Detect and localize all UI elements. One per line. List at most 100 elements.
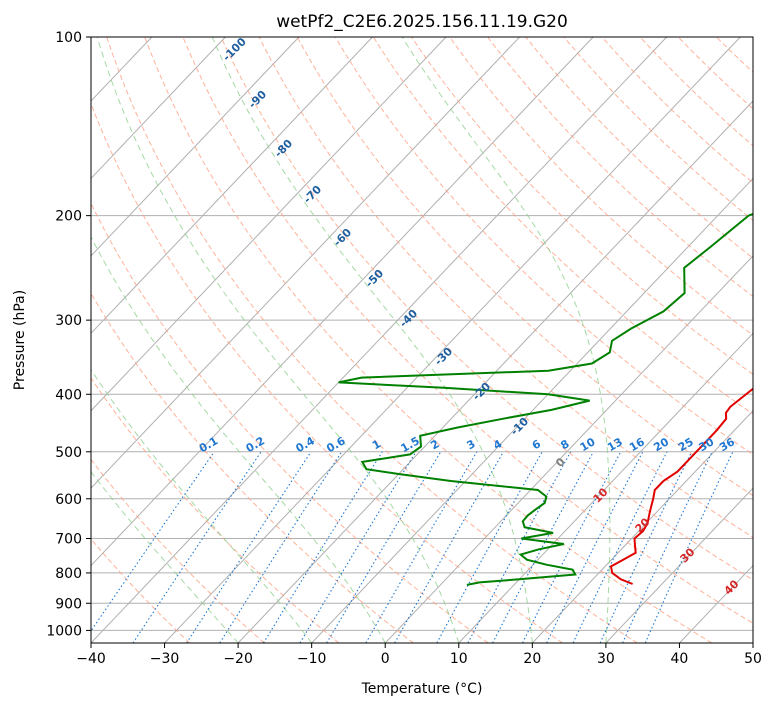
isotherm xyxy=(91,37,300,257)
dry-adiabat xyxy=(220,37,753,581)
mixing-ratio-line xyxy=(492,451,594,643)
y-axis-label: Pressure (hPa) xyxy=(12,290,28,390)
mixing-ratio-label: 1 xyxy=(370,437,383,452)
dry-adiabat xyxy=(91,102,563,643)
y-tick-label: 800 xyxy=(55,566,82,582)
profiles xyxy=(338,212,753,586)
mixing-ratio-line xyxy=(572,451,668,643)
dry-adiabat xyxy=(144,37,713,643)
isotherm xyxy=(237,100,753,643)
x-tick-label: −10 xyxy=(297,651,327,667)
isotherm xyxy=(531,409,753,643)
dry-adiabat xyxy=(411,37,753,375)
dry-adiabat xyxy=(91,458,265,643)
dry-adiabat xyxy=(296,37,753,497)
mixing-ratio-line xyxy=(436,451,543,643)
wet-bulb-label: 20 xyxy=(633,515,653,535)
isotherm xyxy=(91,37,594,567)
background-lines xyxy=(0,37,775,643)
isotherm xyxy=(91,37,373,335)
axes: −40 −30 −20 −10 0 10 20 30 40 5010020030040050060… xyxy=(46,30,762,667)
moist-adiabat xyxy=(96,37,460,643)
mixing-ratio-line xyxy=(467,451,572,643)
dry-adiabat-label: -100 xyxy=(220,35,249,64)
dry-adiabat-label: -90 xyxy=(246,88,269,111)
isotherm xyxy=(91,37,668,643)
dry-adiabat xyxy=(525,37,753,259)
dry-adiabat xyxy=(258,37,753,538)
x-tick-label: 0 xyxy=(381,651,390,667)
dry-adiabat xyxy=(715,37,753,73)
wet-bulb-label: 30 xyxy=(678,545,698,565)
dry-adiabat xyxy=(639,37,753,147)
x-axis-label: Temperature (°C) xyxy=(361,681,483,697)
isotherm xyxy=(311,177,753,643)
x-tick-label: 30 xyxy=(597,651,615,667)
y-tick-label: 100 xyxy=(55,30,82,46)
moist-adiabat xyxy=(211,37,533,643)
isotherm xyxy=(0,37,5,643)
moist-adiabat xyxy=(401,37,611,643)
line-labels: 0.1 0.2 0.4 0.6 1 1.5 2 3 4 6 8 10 13 16 20 25 30 36-100-… xyxy=(197,35,742,598)
y-tick-label: 1000 xyxy=(46,623,82,639)
dry-adiabat xyxy=(372,37,753,415)
dewpoint-profile xyxy=(338,212,753,586)
mixing-ratio-line xyxy=(132,451,262,643)
mixing-ratio-label: 8 xyxy=(558,437,571,452)
x-tick-label: 10 xyxy=(450,651,468,667)
y-tick-label: 600 xyxy=(55,492,82,508)
isotherm xyxy=(752,642,753,643)
x-tick-label: 40 xyxy=(671,651,689,667)
dry-adiabat-label: -40 xyxy=(397,307,420,330)
dry-adiabat xyxy=(754,37,775,643)
dry-adiabat-label: -50 xyxy=(363,267,386,290)
dry-adiabat xyxy=(106,37,638,643)
mixing-ratio-line xyxy=(326,451,442,643)
mixing-ratio-line xyxy=(299,451,417,643)
moist-adiabat xyxy=(91,235,386,643)
chart-title: wetPf2_C2E6.2025.156.11.19.G20 xyxy=(276,12,568,32)
mixing-ratio-line xyxy=(522,451,622,643)
y-tick-label: 300 xyxy=(55,313,82,329)
dry-adiabat xyxy=(487,37,753,297)
isotherm xyxy=(91,37,226,180)
x-tick-label: −40 xyxy=(76,651,106,667)
mixing-ratio-label: 6 xyxy=(530,437,543,452)
x-tick-label: −20 xyxy=(223,651,253,667)
mixing-ratio-line xyxy=(186,451,312,643)
mixing-ratio-line xyxy=(219,451,343,643)
dry-adiabat-label: -60 xyxy=(331,226,354,249)
mixing-ratio-line xyxy=(546,451,644,643)
y-tick-label: 400 xyxy=(55,387,82,403)
dry-adiabat xyxy=(91,202,489,643)
temperature-profile xyxy=(609,387,753,585)
dry-adiabat xyxy=(182,37,753,624)
y-tick-label: 700 xyxy=(55,532,82,548)
y-tick-label: 200 xyxy=(55,209,82,225)
dry-adiabat-label: -80 xyxy=(272,137,295,160)
x-tick-label: 20 xyxy=(523,651,541,667)
plot-frame xyxy=(90,36,754,644)
x-tick-label: 50 xyxy=(744,651,762,667)
wet-bulb-label: 0 xyxy=(553,455,568,470)
dry-adiabat xyxy=(563,37,753,221)
mixing-ratio-line xyxy=(365,451,478,643)
moist-adiabat xyxy=(91,368,313,643)
mixing-ratio-label: 3 xyxy=(465,437,478,452)
isotherm xyxy=(605,487,753,643)
dry-adiabat-label: -20 xyxy=(470,380,493,403)
y-tick-label: 900 xyxy=(55,596,82,612)
moist-adiabat xyxy=(91,470,239,643)
isotherm xyxy=(91,37,520,489)
mixing-ratio-line xyxy=(91,451,215,632)
mixing-ratio-label: 4 xyxy=(491,437,504,452)
x-tick-label: −30 xyxy=(150,651,180,667)
isotherm xyxy=(91,37,447,412)
dry-adiabat xyxy=(91,292,414,643)
isotherm xyxy=(384,255,753,643)
dry-adiabat-label: -30 xyxy=(432,345,455,368)
y-tick-label: 500 xyxy=(55,445,82,461)
dry-adiabat xyxy=(91,538,191,643)
isotherm xyxy=(164,37,741,643)
